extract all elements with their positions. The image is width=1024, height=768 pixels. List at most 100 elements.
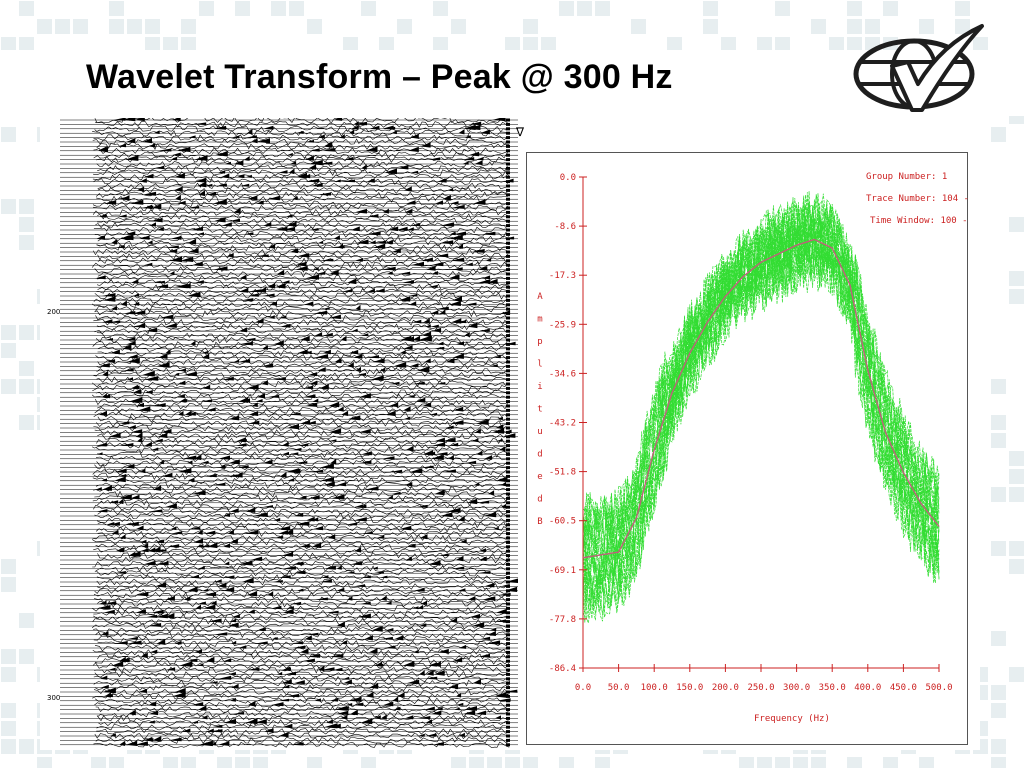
wiggle-fill — [452, 353, 464, 359]
background-tile — [1, 37, 16, 52]
wiggle-fill — [473, 678, 481, 685]
wiggle-fill — [309, 148, 320, 152]
wiggle-fill — [149, 142, 156, 148]
wiggle-fill — [321, 667, 335, 671]
wiggle-fill — [120, 235, 130, 240]
wiggle-fill — [412, 606, 419, 609]
wiggle-trace — [94, 697, 509, 705]
trace-end-mark — [506, 228, 510, 232]
wiggle-fill — [329, 653, 344, 658]
y-tick-label: -43.2 — [549, 419, 576, 429]
wiggle-fill — [448, 274, 460, 280]
wiggle-fill — [313, 310, 328, 315]
trace-spectrum — [582, 200, 940, 544]
wiggle-fill — [102, 485, 112, 491]
wiggle-fill — [473, 199, 486, 205]
background-tile — [577, 1, 592, 16]
wiggle-fill — [263, 222, 272, 227]
wiggle-fill — [438, 441, 445, 447]
wiggle-fill — [301, 658, 315, 662]
wiggle-fill — [495, 424, 504, 430]
background-tile — [523, 757, 538, 768]
wiggle-fill — [144, 390, 153, 394]
wiggle-fill — [286, 606, 294, 610]
wiggle-fill — [458, 588, 466, 592]
wiggle-trace — [93, 635, 510, 643]
wiggle-fill — [468, 596, 476, 601]
wiggle-fill — [272, 580, 283, 583]
wiggle-trace — [93, 688, 510, 696]
wiggle-fill — [206, 192, 217, 196]
wiggle-fill — [362, 531, 373, 535]
wiggle-fill — [281, 679, 292, 685]
wiggle-fill — [135, 741, 148, 746]
trace-end-mark — [506, 241, 510, 245]
wiggle-fill — [136, 322, 146, 329]
wiggle-fill — [413, 649, 419, 654]
wiggle-trace — [97, 345, 510, 353]
wiggle-trace — [92, 468, 508, 476]
wiggle-fill — [267, 394, 280, 398]
wiggle-fill — [410, 133, 419, 139]
trace-end-mark — [506, 188, 510, 192]
wiggle-fill — [138, 406, 151, 412]
wiggle-trace — [96, 516, 510, 524]
wiggle-fill — [464, 331, 470, 337]
wiggle-fill — [158, 459, 164, 465]
wiggle-fill — [336, 565, 342, 570]
wiggle-fill — [458, 732, 465, 737]
background-tile — [523, 37, 538, 52]
wiggle-fill — [275, 226, 288, 231]
background-tile — [991, 487, 1006, 502]
wiggle-trace — [93, 178, 509, 185]
x-tick-label: 350.0 — [819, 683, 846, 693]
background-tile — [307, 19, 322, 34]
wiggle-fill — [108, 432, 121, 438]
background-tile — [361, 757, 376, 768]
wiggle-fill — [236, 437, 246, 443]
trace-end-mark — [506, 558, 510, 562]
trace-end-mark — [506, 571, 510, 575]
x-tick-label: 150.0 — [676, 683, 703, 693]
wiggle-fill — [296, 253, 310, 258]
wiggle-fill — [276, 535, 284, 539]
background-tile — [19, 37, 34, 52]
wiggle-fill — [429, 412, 438, 416]
wiggle-trace — [95, 543, 509, 551]
wiggle-fill — [314, 354, 329, 359]
trace-spectrum — [582, 241, 940, 618]
wiggle-trace — [97, 253, 509, 260]
trace-end-mark — [506, 598, 510, 602]
wiggle-fill — [277, 269, 285, 276]
wiggle-fill — [341, 179, 355, 183]
wiggle-fill — [262, 459, 273, 465]
wiggle-fill — [248, 411, 259, 416]
wiggle-fill — [347, 415, 361, 421]
wiggle-trace — [97, 213, 509, 221]
wiggle-fill — [412, 335, 421, 342]
wiggle-fill — [136, 402, 144, 407]
wiggle-fill — [427, 284, 438, 288]
wiggle-fill — [218, 675, 232, 680]
trace-end-mark — [506, 681, 510, 685]
wiggle-trace — [96, 160, 511, 168]
background-tile — [865, 19, 880, 34]
wiggle-fill — [355, 372, 367, 376]
wiggle-fill — [278, 575, 291, 579]
y-axis-label-letter: u — [537, 427, 542, 437]
x-tick-label: 50.0 — [608, 683, 630, 693]
wiggle-fill — [330, 458, 337, 465]
y-axis-label-letter: d — [537, 495, 542, 505]
background-tile — [595, 757, 610, 768]
wiggle-fill — [360, 718, 373, 725]
background-tile — [505, 757, 520, 768]
wiggle-fill — [313, 267, 319, 271]
background-tile — [109, 1, 124, 16]
wiggle-fill — [232, 712, 244, 715]
trace-end-mark — [506, 721, 510, 725]
wiggle-fill — [238, 359, 251, 363]
wiggle-fill — [458, 129, 465, 135]
wiggle-fill — [280, 471, 287, 478]
wiggle-fill — [173, 372, 180, 376]
wiggle-fill — [426, 733, 437, 737]
